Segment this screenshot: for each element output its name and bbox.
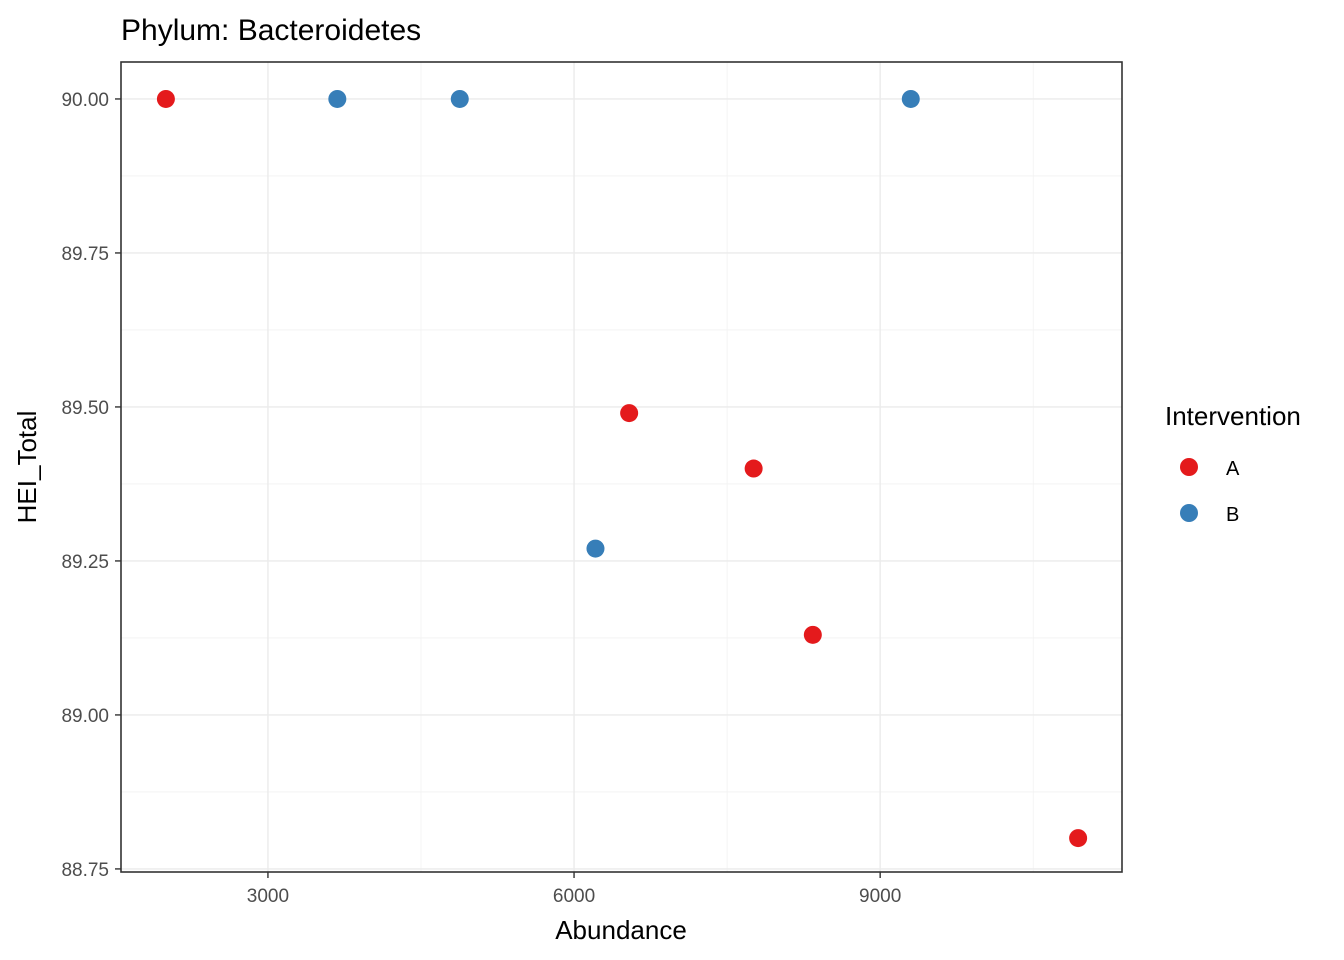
legend-key-b xyxy=(1180,504,1198,522)
y-tick-label: 89.75 xyxy=(61,244,109,265)
y-tick-label: 89.25 xyxy=(61,552,109,573)
y-tick-label: 89.00 xyxy=(61,706,109,727)
data-point-a xyxy=(156,89,175,108)
data-point-a xyxy=(1069,829,1088,848)
data-point-a xyxy=(620,404,639,423)
y-tick-label: 89.50 xyxy=(61,398,109,419)
x-tick-label: 3000 xyxy=(247,886,289,907)
legend-label-a: A xyxy=(1226,458,1240,480)
data-point-b xyxy=(450,89,469,108)
x-axis-label: Abundance xyxy=(555,915,687,945)
x-tick-label: 6000 xyxy=(553,886,595,907)
chart-title: Phylum: Bacteroidetes xyxy=(121,14,421,47)
data-point-a xyxy=(803,625,822,644)
data-point-b xyxy=(901,89,920,108)
legend-label-b: B xyxy=(1226,504,1239,526)
y-tick-label: 88.75 xyxy=(61,860,109,881)
axis-ticks: 3000 6000 9000 88.75 89.00 89.25 89.50 89.75 90.… xyxy=(61,90,901,907)
legend: Intervention A B xyxy=(1165,401,1301,526)
y-tick-label: 90.00 xyxy=(61,90,109,111)
legend-title: Intervention xyxy=(1165,401,1301,431)
panel-border xyxy=(120,61,1123,873)
x-tick-label: 9000 xyxy=(859,886,901,907)
data-points xyxy=(156,89,1088,848)
y-axis-label: HEI_Total xyxy=(12,411,42,524)
grid xyxy=(121,62,1122,872)
data-point-b xyxy=(328,89,347,108)
legend-key-a xyxy=(1180,458,1198,476)
data-point-a xyxy=(744,459,763,478)
data-point-b xyxy=(586,539,605,558)
